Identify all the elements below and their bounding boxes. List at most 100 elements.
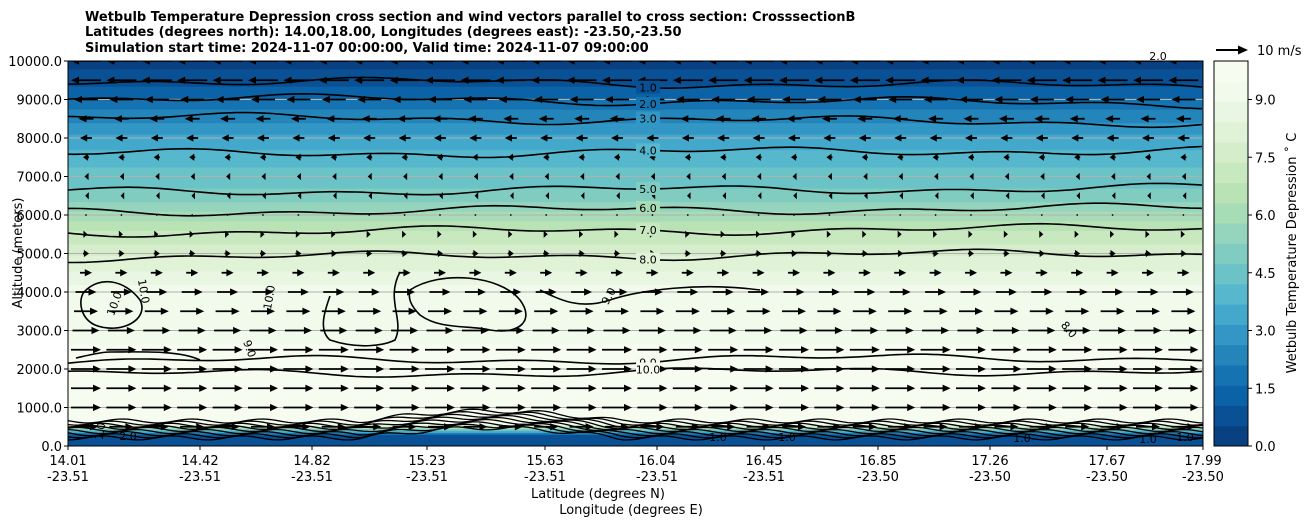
wind-vector-head [1062,76,1071,84]
field-band [68,330,1203,334]
wind-vector-head [361,115,370,123]
wind-vector-head [128,384,137,392]
wind-vector-head [791,230,796,238]
wind-vector-head [765,384,774,392]
field-band [68,147,1203,151]
wind-vector-head [326,115,335,123]
field-band [68,161,1203,164]
wind-vector-head [779,61,787,65]
wind-vector-head [1133,61,1141,65]
wind-vector [1182,214,1185,216]
wind-vector-head [757,172,762,181]
field-band [68,101,1203,104]
wind-vector-head [588,384,597,392]
wind-vector-head [199,365,208,373]
wind-vector-head [978,346,986,354]
wind-vector-head [579,230,584,238]
wind-vector-head [376,346,385,354]
field-band [68,80,1203,83]
wind-vector-head [956,76,964,84]
wind-vector-head [973,288,982,296]
wind-vector-head [295,230,300,238]
wind-vector-head [834,326,843,335]
field-band [68,97,1203,101]
wind-vector-head [1082,326,1091,335]
field-band [68,305,1203,308]
wind-vector-head [517,346,526,354]
field-band [68,149,1203,153]
wind-vector-head [858,134,866,142]
x-tick-label-lat: 17.99 [1184,454,1221,469]
wind-vector-head [331,230,336,238]
wind-vector-head [438,269,446,277]
wind-vector-head [765,346,774,354]
x-tick-label-lat: 16.85 [859,454,896,469]
wind-vector-head [474,269,482,277]
field-band [68,189,1203,193]
wind-vector [934,214,937,216]
field-band [68,386,1203,389]
wind-vector-head [1008,288,1017,296]
wind-vector-head [1005,269,1013,277]
field-band [68,422,1203,426]
field-band [68,68,1203,72]
wind-vector-head [367,172,372,181]
field-band [68,340,1203,343]
field-band [68,126,1203,129]
wind-vector-head [544,249,550,258]
colorbar-segment [1214,61,1248,82]
wind-vector-head [1155,384,1163,392]
wind-vector-head [398,134,406,142]
field-band [68,365,1203,368]
field-band [68,243,1203,247]
wind-vector-head [1105,115,1114,123]
field-band [68,403,1203,407]
contour-label: 4.0 [639,144,657,157]
wind-vector [828,214,831,216]
field-band [68,284,1203,287]
x-tick-label-lat: 14.01 [49,454,86,469]
wind-vector-head [212,76,221,84]
field-band [68,317,1203,320]
x-tick-label-lat: 16.04 [638,454,675,469]
wind-vector-head [1106,134,1114,142]
field-band [68,326,1203,330]
wind-vector-head [965,134,973,142]
contour-inline-label: 10.0 [135,278,152,304]
wind-vector-head [566,61,575,65]
y-tick-label: 6000.0 [17,209,63,224]
wind-vector-head [694,403,703,412]
field-band [68,61,1203,64]
wind-vector-head [871,403,880,412]
wind-vector-head [1074,230,1079,238]
field-band [68,270,1203,274]
wind-vector-head [225,249,231,258]
wind-vector-head [1152,423,1160,431]
wind-vector-head [368,269,376,277]
wind-vector-head [163,346,172,354]
field-band [68,138,1203,141]
wind-vector-head [286,95,295,104]
wind-vector-head [212,61,221,65]
field-band [68,376,1203,380]
wind-vector-head [757,192,762,200]
wind-vector-head [939,423,948,431]
wind-vector-head [340,384,349,392]
wind-vector-head [852,95,861,104]
wind-vector-head [531,76,540,84]
field-band [68,124,1203,128]
field-band [68,442,1203,445]
wind-vector-head [1182,269,1190,277]
x-tick-label-lon: -23.50 [1086,470,1128,485]
wind-vector-head [261,172,266,181]
wind-vector-head [197,326,206,335]
field-band [68,247,1203,251]
field-band [68,259,1203,262]
wind-vector-head [220,115,229,123]
wind-vector-head [327,134,335,142]
wind-vector-head [233,326,242,335]
field-band [68,66,1203,70]
wind-vector-head [85,192,89,200]
colorbar-segment [1214,81,1248,103]
wind-vector [899,214,902,216]
